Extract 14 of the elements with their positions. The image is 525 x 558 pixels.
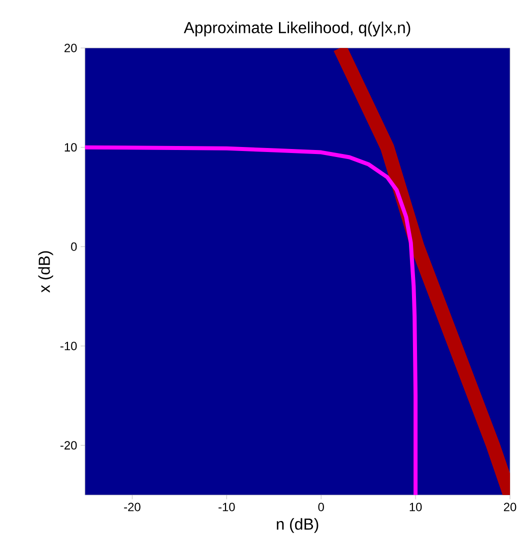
x-tick-label: -20 bbox=[124, 502, 140, 512]
line-series bbox=[85, 145, 418, 495]
y-axis-title: x (dB) bbox=[38, 251, 54, 293]
y-tick-label: -10 bbox=[60, 342, 77, 350]
y-tick-label: -20 bbox=[60, 441, 77, 450]
x-tick-label: 0 bbox=[318, 502, 324, 512]
x-axis-title: n (dB) bbox=[276, 518, 318, 533]
chart-title: Approximate Likelihood, q(y|x,n) bbox=[184, 22, 410, 36]
x-tick-label: 10 bbox=[410, 502, 422, 512]
y-tick-label: 20 bbox=[64, 44, 77, 52]
y-tick-label: 10 bbox=[64, 143, 77, 152]
y-tick-label: 0 bbox=[71, 242, 77, 251]
x-tick-label: -10 bbox=[218, 502, 235, 512]
x-tick-label: 20 bbox=[504, 502, 516, 512]
